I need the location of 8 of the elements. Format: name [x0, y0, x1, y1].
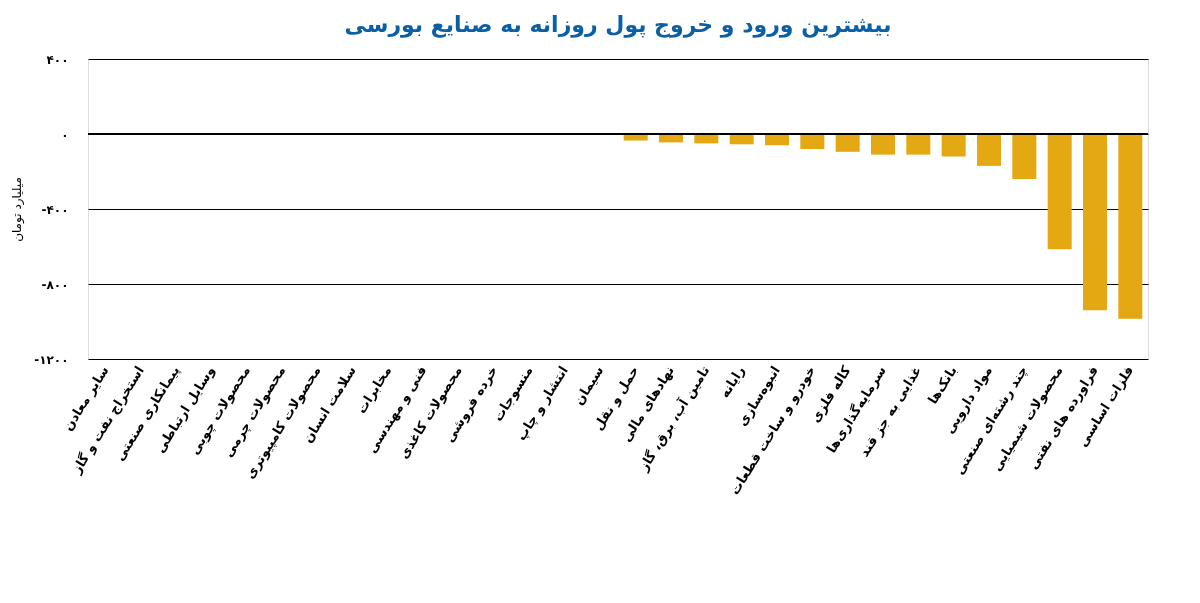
y-tick-label: -۱۲۰۰	[34, 352, 69, 367]
y-axis-title: میلیارد تومان	[10, 177, 26, 242]
y-tick-label: ۰	[61, 127, 69, 142]
y-tick-label: -۸۰۰	[41, 277, 69, 292]
x-tick-label: سیمان	[570, 363, 607, 408]
y-tick-label: ۴۰۰	[46, 52, 69, 67]
y-tick-label: -۴۰۰	[41, 202, 69, 217]
chart-title: بیشترین ورود و خروج پول روزانه به صنایع بورسی	[344, 12, 892, 38]
